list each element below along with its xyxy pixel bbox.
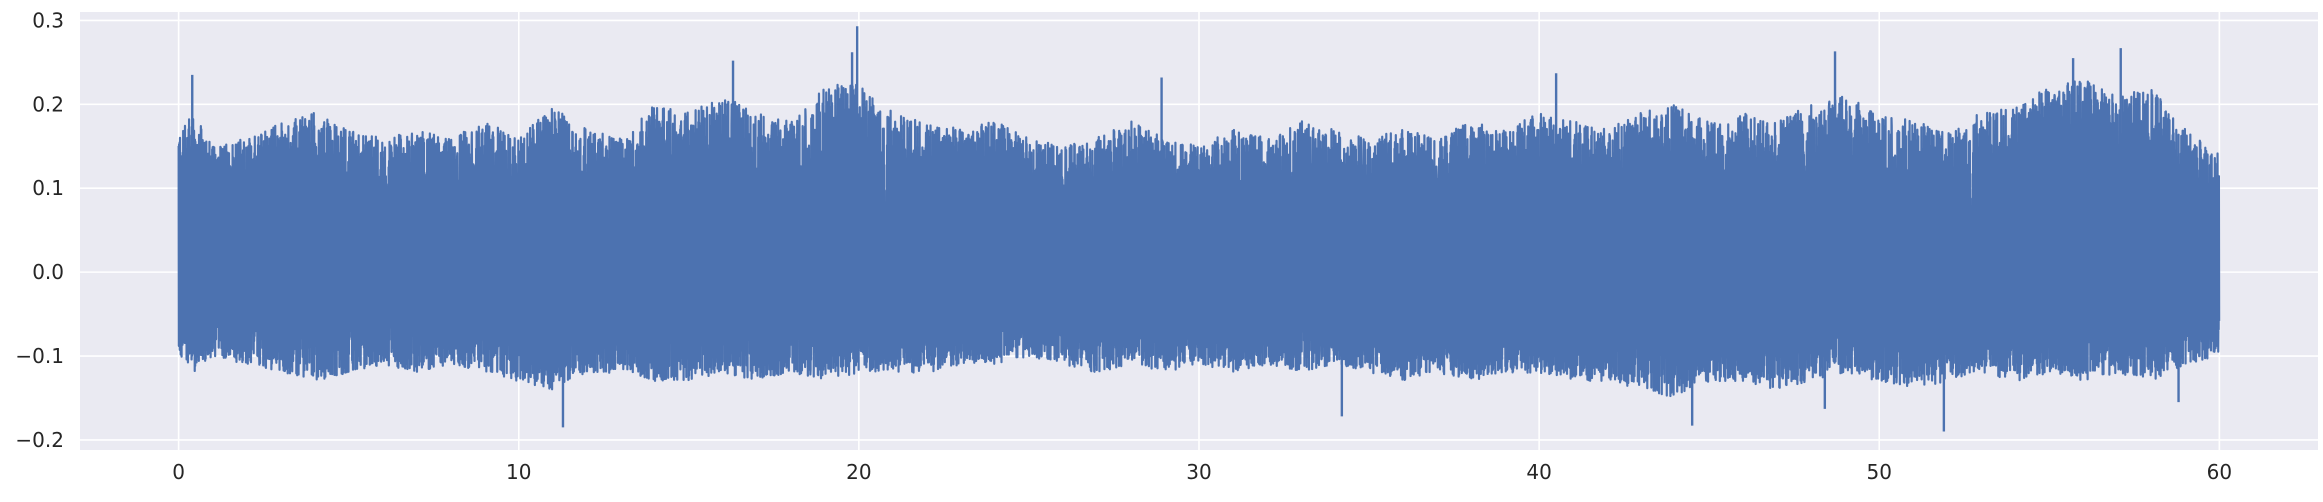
tick-labels: 0 10 20 30 40 50 60 −0.2 −0.1 0.0 0.1 0.2 0.3 bbox=[15, 8, 2232, 484]
series-layer bbox=[177, 26, 2221, 432]
x-tick-label: 40 bbox=[1526, 460, 1551, 484]
y-tick-label: 0.0 bbox=[32, 260, 64, 284]
y-tick-label: 0.1 bbox=[32, 176, 64, 200]
x-tick-label: 50 bbox=[1867, 460, 1892, 484]
x-tick-label: 10 bbox=[506, 460, 531, 484]
signal-line bbox=[177, 80, 2221, 398]
y-tick-label: 0.3 bbox=[32, 8, 64, 32]
x-tick-label: 20 bbox=[846, 460, 871, 484]
x-tick-label: 0 bbox=[172, 460, 185, 484]
y-tick-label: −0.1 bbox=[15, 344, 64, 368]
y-tick-label: −0.2 bbox=[15, 428, 64, 452]
x-tick-label: 60 bbox=[2207, 460, 2232, 484]
y-tick-label: 0.2 bbox=[32, 92, 64, 116]
x-tick-label: 30 bbox=[1186, 460, 1211, 484]
